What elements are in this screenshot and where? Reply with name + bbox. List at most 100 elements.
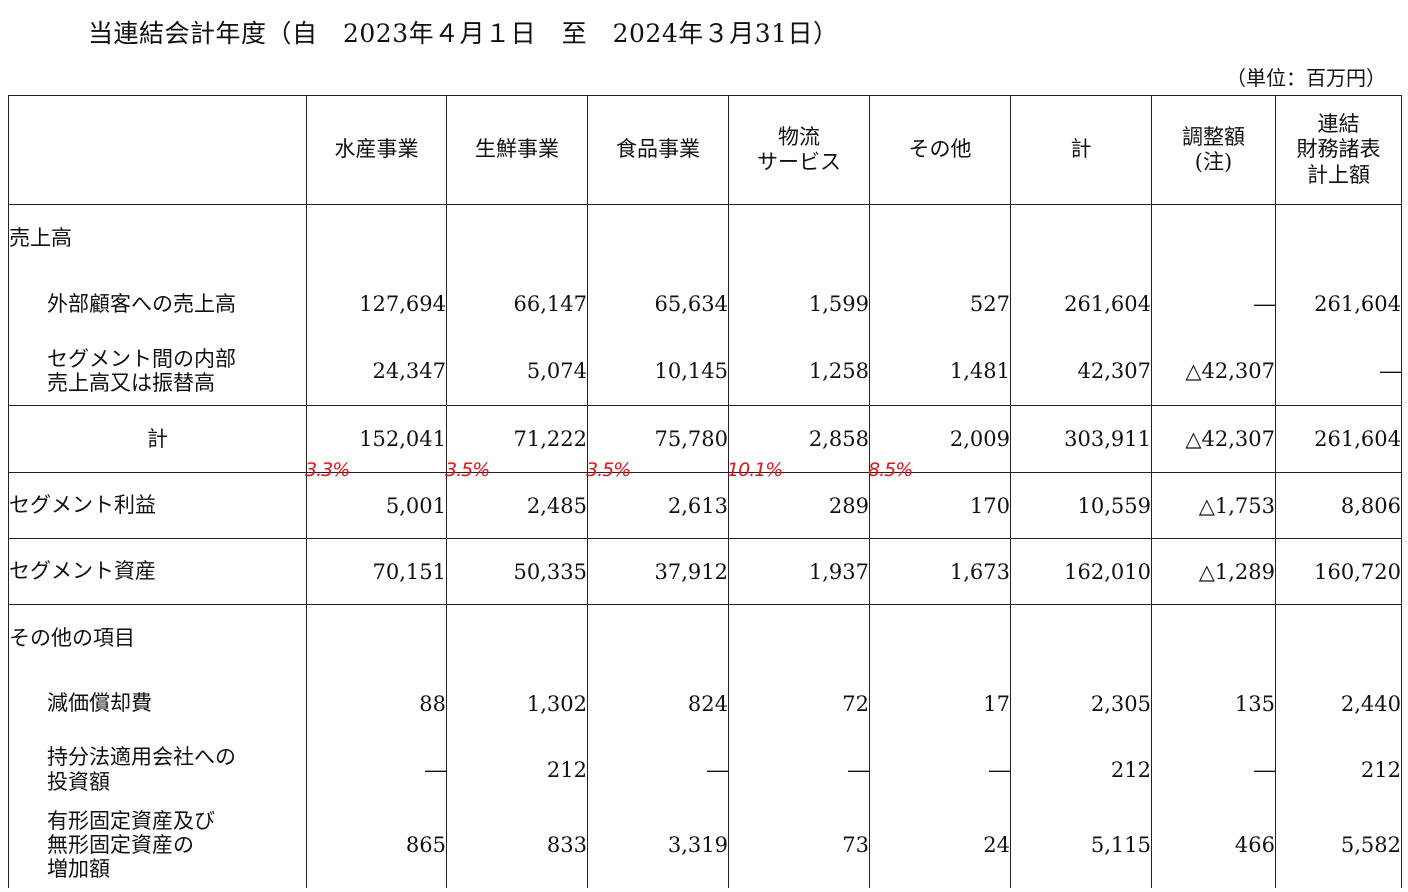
- table-cell: ―: [1151, 736, 1276, 803]
- cell-value: 42,307: [1077, 359, 1151, 384]
- cell-value: 261,604: [1064, 292, 1151, 316]
- cell-value: 527: [969, 292, 1010, 316]
- cell-value: 127,694: [359, 292, 446, 316]
- column-header: 生鮮事業: [446, 95, 588, 205]
- table-row: 有形固定資産及び 無形固定資産の 増加額 865 833 3,319 73 24 5,115 4…: [8, 802, 1402, 888]
- table-cell: 1,937: [728, 538, 870, 605]
- cell-value: 162,010: [1064, 559, 1151, 584]
- row-label-segment-profit: セグメント利益: [8, 472, 307, 539]
- table-row: 持分法適用会社への 投資額 ― 212 ― ― ― 212 ― 212: [8, 736, 1402, 803]
- table-cell: 37,912: [587, 538, 729, 605]
- handwritten-margin-annotation: 3.3%: [305, 459, 350, 481]
- cell-value: ―: [425, 757, 446, 782]
- column-header: 水産事業: [306, 95, 447, 205]
- cell-value: 1,937: [808, 559, 869, 584]
- table-cell: 65,634: [587, 270, 729, 338]
- table-row: 外部顧客への売上高 127,694 66,147 65,634 1,599 527 261…: [8, 270, 1402, 338]
- cell-value: 66,147: [513, 292, 587, 316]
- column-header: 物流 サービス: [728, 95, 870, 205]
- table-cell: 527: [869, 270, 1011, 338]
- page-title: 当連結会計年度（自 2023年４月１日 至 2024年３月31日）: [88, 19, 839, 48]
- cell-value: 2,485: [526, 493, 587, 518]
- row-label-equity-investment: 持分法適用会社への 投資額: [8, 736, 307, 803]
- cell-value: 170: [969, 493, 1010, 518]
- table-cell: 289 10.1%: [727, 459, 870, 539]
- table-cell: 833: [446, 802, 588, 888]
- cell-value: 212: [1360, 757, 1401, 782]
- table-cell: 212: [446, 736, 588, 803]
- table-row: 計 152,041 71,222 75,780 2,858 2,009 303,911 △4…: [8, 405, 1402, 473]
- cell-value: 833: [546, 833, 587, 857]
- header-corner: [8, 95, 307, 205]
- cell-value: 73: [842, 833, 869, 857]
- table-cell: 261,604: [1010, 270, 1152, 338]
- table-cell: 160,720: [1275, 538, 1402, 605]
- table-cell: 71,222: [446, 405, 588, 473]
- table-cell: 24: [869, 802, 1011, 888]
- cell-value: 2,858: [808, 427, 869, 451]
- table-cell: 17: [869, 670, 1011, 737]
- handwritten-margin-annotation: 8.5%: [868, 459, 913, 481]
- cell-value: 160,720: [1314, 559, 1401, 584]
- table-cell: ―: [869, 736, 1011, 803]
- table-cell: 1,481: [869, 337, 1011, 406]
- row-label-capex: 有形固定資産及び 無形固定資産の 増加額: [8, 802, 307, 888]
- row-label-other-heading: その他の項目: [8, 604, 307, 671]
- cell-value: 37,912: [654, 559, 728, 584]
- handwritten-margin-annotation: 3.5%: [586, 459, 631, 481]
- cell-value: ―: [989, 757, 1010, 782]
- table-cell: △1,753: [1151, 472, 1276, 539]
- cell-value: 17: [983, 691, 1010, 716]
- table-cell: 127,694: [306, 270, 447, 338]
- table-cell: 10,559: [1010, 472, 1152, 539]
- column-header: 計: [1010, 95, 1152, 205]
- cell-value: 10,559: [1077, 493, 1151, 518]
- header-row: 水産事業 生鮮事業 食品事業 物流 サービス その他 計 調整額 (注) 連結 財務諸…: [8, 95, 1402, 205]
- cell-value: 70,151: [372, 559, 446, 584]
- table-cell: 10,145: [587, 337, 729, 406]
- cell-value: 2,009: [949, 427, 1010, 451]
- column-header: 食品事業: [587, 95, 729, 205]
- cell-value: 1,302: [526, 691, 587, 716]
- table-cell: 1,258: [728, 337, 870, 406]
- table-cell: 212: [1275, 736, 1402, 803]
- table-row: その他の項目: [8, 604, 1402, 671]
- table-row: セグメント資産 70,151 50,335 37,912 1,937 1,673 162,…: [8, 538, 1402, 605]
- handwritten-margin-annotation: 3.5%: [445, 459, 490, 481]
- cell-value: 3,319: [667, 833, 728, 857]
- cell-value: 5,582: [1340, 833, 1401, 857]
- cell-value: 71,222: [513, 427, 587, 451]
- cell-value: △1,753: [1198, 493, 1275, 518]
- cell-value: 65,634: [654, 292, 728, 316]
- row-label-intersegment-sales: セグメント間の内部 売上高又は振替高: [8, 337, 307, 406]
- cell-value: 88: [419, 691, 446, 716]
- table-cell: 212: [1010, 736, 1152, 803]
- table-row: セグメント間の内部 売上高又は振替高 24,347 5,074 10,145 1,258…: [8, 337, 1402, 406]
- table-cell: 152,041: [306, 405, 447, 473]
- cell-value: 1,599: [808, 292, 869, 316]
- table-cell: 1,673: [869, 538, 1011, 605]
- table-cell: 261,604: [1275, 405, 1402, 473]
- cell-value: 5,001: [385, 493, 446, 518]
- table-cell: ―: [1275, 337, 1402, 406]
- column-header: その他: [869, 95, 1011, 205]
- table-cell: 72: [728, 670, 870, 737]
- table-cell: 2,305: [1010, 670, 1152, 737]
- table-cell: 3,319: [587, 802, 729, 888]
- table-cell: 135: [1151, 670, 1276, 737]
- table-cell: △42,307: [1151, 405, 1276, 473]
- table-row: セグメント利益 5,001 3.3% 2,485 3.5% 2,613 3.5% 289 10…: [8, 459, 1402, 539]
- cell-value: 24,347: [372, 359, 446, 384]
- row-label-external-sales: 外部顧客への売上高: [8, 270, 307, 338]
- cell-value: ―: [1254, 757, 1275, 782]
- cell-value: 135: [1234, 691, 1275, 716]
- cell-value: 2,305: [1090, 691, 1151, 716]
- cell-value: ―: [1380, 359, 1401, 384]
- cell-value: 5,115: [1090, 833, 1151, 857]
- column-header: 連結 財務諸表 計上額: [1275, 95, 1402, 205]
- table-cell: 1,302: [446, 670, 588, 737]
- cell-value: 261,604: [1314, 427, 1401, 451]
- cell-value: 212: [546, 757, 587, 782]
- column-header: 調整額 (注): [1151, 95, 1276, 205]
- table-cell: ―: [587, 736, 729, 803]
